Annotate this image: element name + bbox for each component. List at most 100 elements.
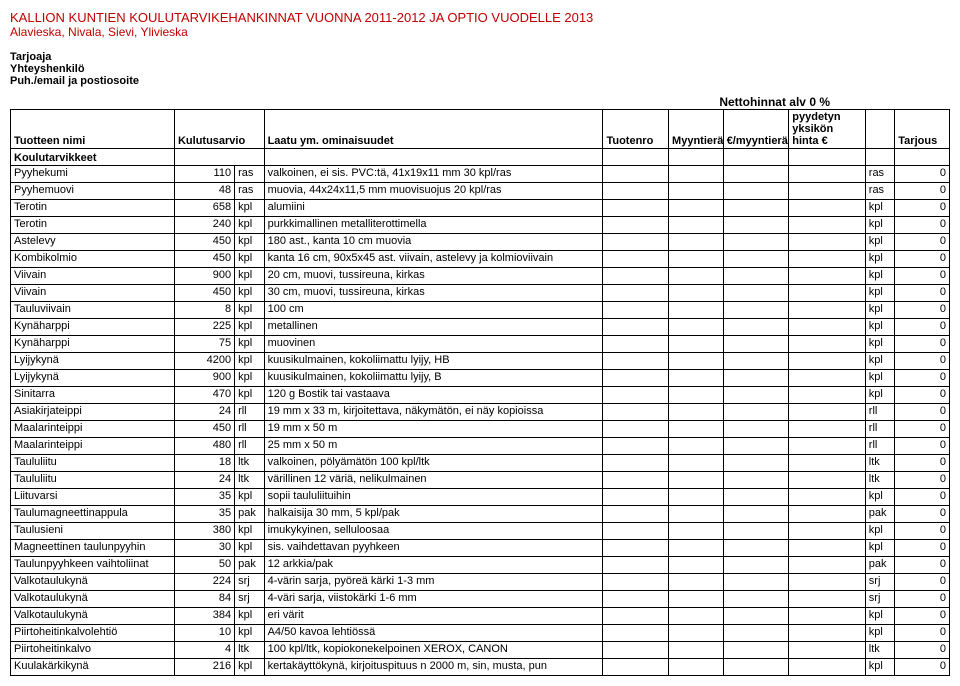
cell-pyydetyn: [789, 200, 866, 217]
cell-qty: 110: [174, 166, 234, 183]
cell-name: Piirtoheitinkalvolehtiö: [11, 625, 175, 642]
cell-unit: kpl: [235, 540, 265, 557]
cell-eurmyyntiera: [723, 659, 789, 676]
cell-qty: 48: [174, 183, 234, 200]
cell-unit2: kpl: [865, 608, 895, 625]
cell-pyydetyn: [789, 421, 866, 438]
table-row: Tauluviivain8kpl100 cmkpl0: [11, 302, 950, 319]
cell-desc: värillinen 12 väriä, nelikulmainen: [264, 472, 603, 489]
cell-desc: kertakäyttökynä, kirjoituspituus n 2000 …: [264, 659, 603, 676]
cell-qty: 75: [174, 336, 234, 353]
cell-name: Astelevy: [11, 234, 175, 251]
cell-eurmyyntiera: [723, 489, 789, 506]
cell-name: Kombikolmio: [11, 251, 175, 268]
th-myyntiera: Myyntierä: [669, 110, 724, 149]
cell-desc: imukykyinen, selluloosaa: [264, 523, 603, 540]
cell-qty: 35: [174, 506, 234, 523]
cell-name: Taulunpyyhkeen vaihtoliinat: [11, 557, 175, 574]
cell-desc: eri värit: [264, 608, 603, 625]
cell-desc: valkoinen, pölyämätön 100 kpl/ltk: [264, 455, 603, 472]
cell-myyntiera: [669, 217, 724, 234]
cell-tuotenro: [603, 506, 669, 523]
cell-eurmyyntiera: [723, 387, 789, 404]
cell-pyydetyn: [789, 642, 866, 659]
table-row: Astelevy450kpl180 ast., kanta 10 cm muov…: [11, 234, 950, 251]
cell-eurmyyntiera: [723, 472, 789, 489]
cell-eurmyyntiera: [723, 455, 789, 472]
cell-tarjous: 0: [895, 659, 950, 676]
table-row: Terotin658kplalumiinikpl0: [11, 200, 950, 217]
th-pyydetyn: pyydetyn yksikön hinta €: [789, 110, 866, 149]
cell-tarjous: 0: [895, 166, 950, 183]
table-row: Kynäharppi225kplmetallinenkpl0: [11, 319, 950, 336]
cell-eurmyyntiera: [723, 200, 789, 217]
table-row: Magneettinen taulunpyyhin30kplsis. vaihd…: [11, 540, 950, 557]
cell-unit2: ltk: [865, 455, 895, 472]
cell-qty: 384: [174, 608, 234, 625]
cell-myyntiera: [669, 285, 724, 302]
cell-eurmyyntiera: [723, 642, 789, 659]
cell-pyydetyn: [789, 608, 866, 625]
cell-unit: srj: [235, 574, 265, 591]
table-row: Piirtoheitinkalvo4ltk100 kpl/ltk, kopiok…: [11, 642, 950, 659]
cell-unit2: rll: [865, 438, 895, 455]
cell-tarjous: 0: [895, 353, 950, 370]
cell-eurmyyntiera: [723, 336, 789, 353]
cell-unit2: kpl: [865, 319, 895, 336]
th-laatu: Laatu ym. ominaisuudet: [264, 110, 603, 149]
cell-tuotenro: [603, 404, 669, 421]
cell-tuotenro: [603, 217, 669, 234]
cell-myyntiera: [669, 506, 724, 523]
cell-name: Liituvarsi: [11, 489, 175, 506]
cell-name: Taulusieni: [11, 523, 175, 540]
cell-qty: 30: [174, 540, 234, 557]
cell-name: Valkotaulukynä: [11, 608, 175, 625]
cell-tarjous: 0: [895, 591, 950, 608]
cell-unit2: srj: [865, 591, 895, 608]
cell-name: Pyyhekumi: [11, 166, 175, 183]
cell-unit: rll: [235, 438, 265, 455]
cell-myyntiera: [669, 659, 724, 676]
cell-desc: 4-väri sarja, viistokärki 1-6 mm: [264, 591, 603, 608]
table-row: Valkotaulukynä224srj4-värin sarja, pyöre…: [11, 574, 950, 591]
cell-tuotenro: [603, 574, 669, 591]
cell-name: Tauluviivain: [11, 302, 175, 319]
cell-myyntiera: [669, 183, 724, 200]
cell-unit: kpl: [235, 489, 265, 506]
table-row: Kombikolmio450kplkanta 16 cm, 90x5x45 as…: [11, 251, 950, 268]
cell-unit2: kpl: [865, 200, 895, 217]
cell-unit2: kpl: [865, 353, 895, 370]
cell-name: Lyijykynä: [11, 370, 175, 387]
puhemail-label: Puh./email ja postiosoite: [10, 75, 950, 87]
cell-qty: 4200: [174, 353, 234, 370]
cell-tuotenro: [603, 166, 669, 183]
cell-qty: 50: [174, 557, 234, 574]
cell-eurmyyntiera: [723, 438, 789, 455]
cell-unit2: kpl: [865, 625, 895, 642]
cell-unit2: srj: [865, 574, 895, 591]
cell-unit2: kpl: [865, 523, 895, 540]
table-row: Viivain450kpl30 cm, muovi, tussireuna, k…: [11, 285, 950, 302]
cell-qty: 450: [174, 421, 234, 438]
cell-pyydetyn: [789, 523, 866, 540]
cell-myyntiera: [669, 387, 724, 404]
th-tuotenro: Tuotenro: [603, 110, 669, 149]
cell-myyntiera: [669, 166, 724, 183]
cell-tuotenro: [603, 438, 669, 455]
cell-tarjous: 0: [895, 642, 950, 659]
cell-tuotenro: [603, 608, 669, 625]
table-row: Taululiitu24ltkvärillinen 12 väriä, neli…: [11, 472, 950, 489]
cell-name: Valkotaulukynä: [11, 591, 175, 608]
cell-desc: muovia, 44x24x11,5 mm muovisuojus 20 kpl…: [264, 183, 603, 200]
cell-qty: 450: [174, 251, 234, 268]
table-row: Terotin240kplpurkkimallinen metalliterot…: [11, 217, 950, 234]
cell-myyntiera: [669, 353, 724, 370]
th-eurmyyntiera: €/myyntierä: [723, 110, 789, 149]
cell-myyntiera: [669, 608, 724, 625]
cell-tuotenro: [603, 200, 669, 217]
cell-tarjous: 0: [895, 455, 950, 472]
cell-pyydetyn: [789, 166, 866, 183]
cell-desc: 120 g Bostik tai vastaava: [264, 387, 603, 404]
cell-unit: kpl: [235, 302, 265, 319]
cell-name: Piirtoheitinkalvo: [11, 642, 175, 659]
